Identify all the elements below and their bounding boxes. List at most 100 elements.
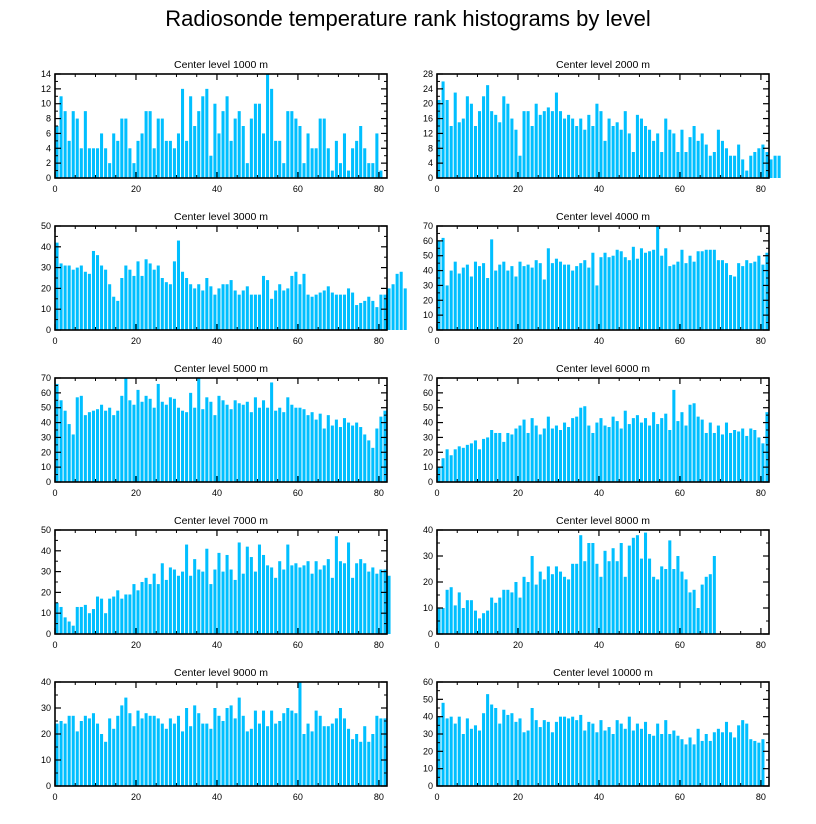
histogram-bar [225, 708, 229, 786]
histogram-bar [71, 625, 75, 634]
histogram-panel-6: Center level 6000 m 0 20 40 60 80 0 10 20 30 40 50 6… [423, 363, 770, 498]
histogram-bar [371, 163, 375, 178]
histogram-bar [193, 559, 197, 634]
histogram-bar [627, 260, 631, 330]
histogram-bar [611, 416, 615, 482]
histogram-bar [587, 267, 591, 330]
histogram-bar [643, 126, 648, 178]
histogram-bar [591, 432, 595, 482]
histogram-bar [664, 413, 668, 482]
histogram-bar [741, 159, 745, 178]
histogram-bar [700, 419, 704, 482]
histogram-bar [490, 111, 494, 178]
histogram-bar [676, 261, 680, 330]
histogram-bar [197, 284, 201, 330]
y-tick-label: 40 [41, 242, 51, 252]
histogram-bar [777, 155, 781, 178]
histogram-bar [330, 170, 334, 178]
histogram-panel-1: Center level 1000 m 0 20 40 60 80 0 2 4 6 8 10 12 14 [41, 59, 388, 194]
histogram-bar [306, 294, 310, 330]
histogram-bar [469, 443, 473, 482]
histogram-bar [514, 428, 518, 482]
histogram-bar [579, 407, 583, 482]
histogram-bar [514, 129, 518, 178]
histogram-bar [342, 718, 347, 786]
histogram-bar [229, 705, 233, 786]
histogram-bar [571, 118, 575, 178]
histogram-bar [575, 720, 579, 786]
histogram-bar [322, 118, 326, 178]
histogram-bar [526, 111, 530, 178]
histogram-bar [518, 425, 522, 482]
histogram-bar [591, 543, 595, 634]
y-tick-label: 10 [41, 462, 51, 472]
histogram-bar [286, 288, 290, 330]
histogram-panel-5: Center level 5000 m 0 20 40 60 80 0 10 20 30 40 50 6… [41, 363, 388, 498]
histogram-bar [294, 563, 298, 634]
histogram-bar [63, 265, 67, 330]
histogram-bar [144, 259, 148, 330]
x-tick-label: 80 [756, 488, 766, 498]
y-tick-label: 20 [423, 295, 433, 305]
x-tick-label: 40 [212, 792, 222, 802]
histogram-panel-4: Center level 4000 m 0 20 40 60 80 0 10 20 30 40 50 6… [423, 211, 770, 346]
histogram-bar [607, 257, 611, 330]
histogram-bar [334, 140, 338, 178]
histogram-bar [371, 734, 375, 786]
histogram-bar [290, 565, 294, 634]
histogram-bar [63, 617, 67, 634]
histogram-bar [261, 554, 266, 634]
histogram-bar [286, 708, 290, 786]
histogram-bar [571, 563, 575, 634]
histogram-bar [225, 404, 229, 482]
histogram-bar [554, 258, 558, 330]
histogram-bar [156, 118, 160, 178]
panel-title: Center level 9000 m [174, 667, 268, 679]
histogram-bar [672, 730, 676, 786]
y-tick-label: 20 [423, 746, 433, 756]
histogram-bar [692, 744, 696, 786]
histogram-bar [716, 425, 720, 482]
histogram-bar [334, 419, 338, 482]
histogram-bar [233, 579, 237, 634]
histogram-bar [680, 412, 684, 482]
histogram-bar [371, 300, 375, 330]
histogram-bar [668, 129, 672, 178]
x-tick-label: 40 [594, 488, 604, 498]
x-tick-label: 60 [293, 184, 303, 194]
x-tick-label: 80 [756, 184, 766, 194]
histogram-bar [631, 152, 635, 178]
histogram-bar [672, 569, 676, 634]
histogram-bar [486, 610, 490, 634]
histogram-bar [700, 251, 704, 330]
histogram-panel-7: Center level 7000 m 0 20 40 60 80 0 10 20 30 40 50 [41, 515, 391, 650]
histogram-bar [387, 288, 391, 330]
histogram-bar [583, 260, 587, 330]
histogram-bar [181, 271, 185, 330]
histogram-bar [765, 412, 769, 482]
histogram-bar [108, 284, 112, 330]
histogram-bar [233, 290, 237, 330]
histogram-bar [720, 732, 724, 786]
histogram-bar [510, 434, 514, 482]
histogram-bar [318, 715, 322, 786]
histogram-bar [213, 569, 217, 634]
histogram-bar [490, 239, 494, 330]
histogram-bar [379, 294, 383, 330]
histogram-bar [619, 543, 623, 634]
histogram-bar [193, 407, 197, 482]
x-tick-label: 80 [374, 336, 384, 346]
histogram-bar [457, 592, 461, 634]
panel-title: Center level 5000 m [174, 363, 268, 375]
histogram-bar [631, 730, 635, 786]
histogram-bar [469, 728, 473, 786]
histogram-bar [120, 278, 124, 330]
histogram-bar [375, 133, 379, 178]
histogram-bar [79, 721, 83, 786]
histogram-bar [257, 723, 261, 786]
histogram-bar [120, 395, 124, 482]
histogram-bar [627, 133, 631, 178]
histogram-bar [724, 148, 729, 178]
histogram-bar [359, 126, 363, 178]
histogram-bar [712, 556, 716, 634]
